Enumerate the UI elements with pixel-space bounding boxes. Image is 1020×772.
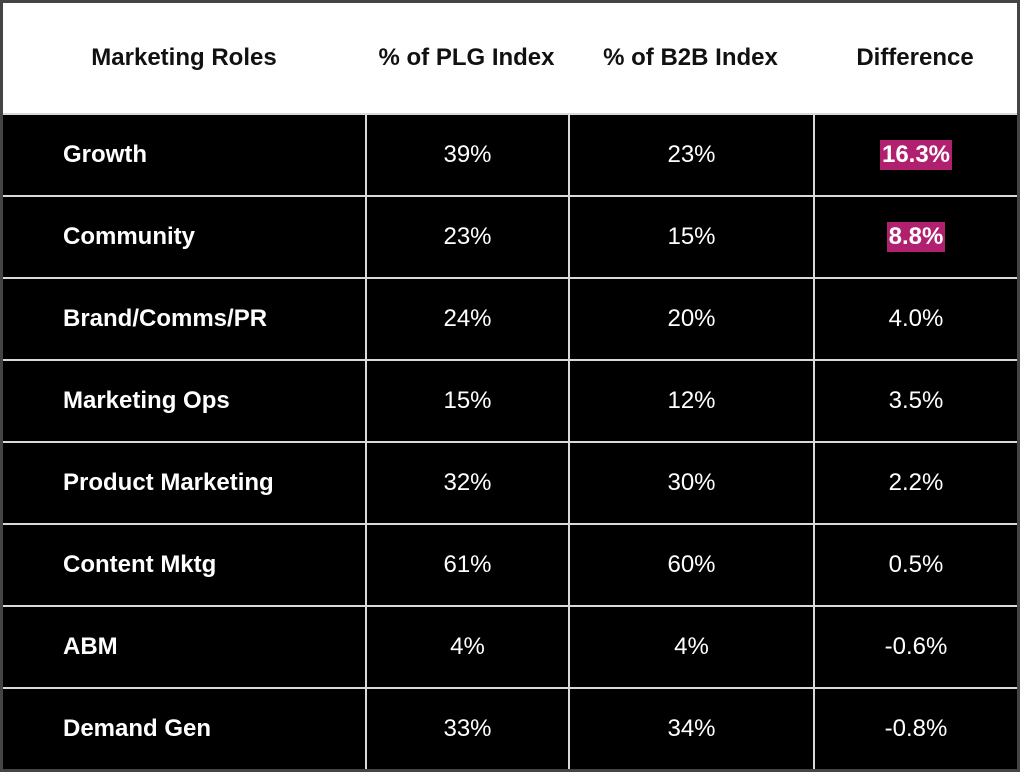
plg-cell: 61% (365, 525, 568, 605)
table-row: Marketing Ops 15% 12% 3.5% (3, 359, 1017, 441)
b2b-cell: 60% (568, 525, 813, 605)
difference-cell: 4.0% (813, 279, 1017, 359)
role-cell: Content Mktg (63, 551, 217, 578)
header-b2b-index: % of B2B Index (603, 44, 778, 71)
table-header: Marketing Roles % of PLG Index % of B2B … (3, 3, 1017, 113)
role-cell: Product Marketing (63, 469, 274, 496)
header-marketing-roles: Marketing Roles (91, 44, 277, 71)
difference-highlight: 16.3% (879, 140, 953, 170)
table-row: Community 23% 15% 8.8% (3, 195, 1017, 277)
header-plg-index: % of PLG Index (378, 44, 555, 71)
difference-cell: 3.5% (813, 361, 1017, 441)
difference-highlight: 8.8% (886, 222, 946, 252)
b2b-cell: 20% (568, 279, 813, 359)
plg-cell: 33% (365, 689, 568, 769)
b2b-cell: 30% (568, 443, 813, 523)
table-row: ABM 4% 4% -0.6% (3, 605, 1017, 687)
plg-cell: 15% (365, 361, 568, 441)
table-row: Brand/Comms/PR 24% 20% 4.0% (3, 277, 1017, 359)
difference-value: 3.5% (888, 387, 944, 414)
difference-value: 2.2% (888, 469, 944, 496)
plg-cell: 24% (365, 279, 568, 359)
plg-cell: 4% (365, 607, 568, 687)
plg-cell: 23% (365, 197, 568, 277)
difference-cell: 8.8% (813, 197, 1017, 277)
difference-cell: -0.8% (813, 689, 1017, 769)
role-cell: Marketing Ops (63, 387, 230, 414)
table-row: Demand Gen 33% 34% -0.8% (3, 687, 1017, 769)
difference-value: -0.8% (884, 715, 948, 742)
header-difference: Difference (856, 44, 974, 71)
difference-cell: -0.6% (813, 607, 1017, 687)
role-cell: Demand Gen (63, 715, 212, 742)
role-cell: Community (63, 223, 195, 250)
difference-cell: 0.5% (813, 525, 1017, 605)
role-cell: ABM (63, 633, 118, 660)
b2b-cell: 12% (568, 361, 813, 441)
table-row: Growth 39% 23% 16.3% (3, 113, 1017, 195)
difference-value: 0.5% (888, 551, 944, 578)
b2b-cell: 15% (568, 197, 813, 277)
b2b-cell: 4% (568, 607, 813, 687)
role-cell: Brand/Comms/PR (63, 305, 268, 332)
table-row: Content Mktg 61% 60% 0.5% (3, 523, 1017, 605)
difference-value: 4.0% (888, 305, 944, 332)
table-body: Growth 39% 23% 16.3% Community 23% 15% 8.8% Bran… (3, 113, 1017, 769)
difference-value: -0.6% (884, 633, 948, 660)
table-row: Product Marketing 32% 30% 2.2% (3, 441, 1017, 523)
plg-cell: 39% (365, 115, 568, 195)
difference-cell: 16.3% (813, 115, 1017, 195)
difference-cell: 2.2% (813, 443, 1017, 523)
b2b-cell: 34% (568, 689, 813, 769)
b2b-cell: 23% (568, 115, 813, 195)
role-cell: Growth (63, 141, 147, 168)
plg-cell: 32% (365, 443, 568, 523)
